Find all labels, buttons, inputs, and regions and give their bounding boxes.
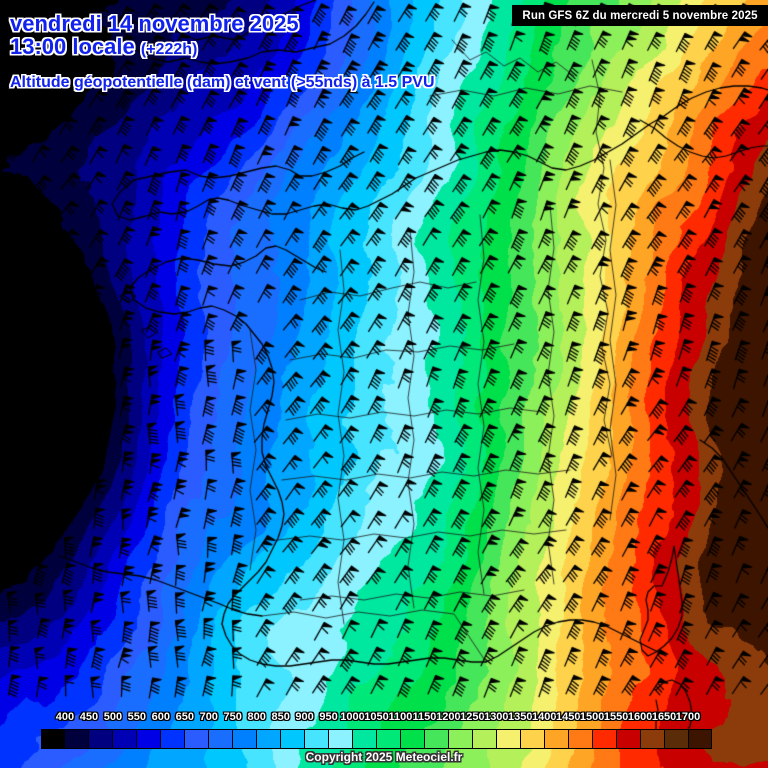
- weather-map-page: Run GFS 6Z du mercredi 5 novembre 2025 v…: [0, 0, 768, 768]
- weather-map-canvas[interactable]: [0, 0, 768, 768]
